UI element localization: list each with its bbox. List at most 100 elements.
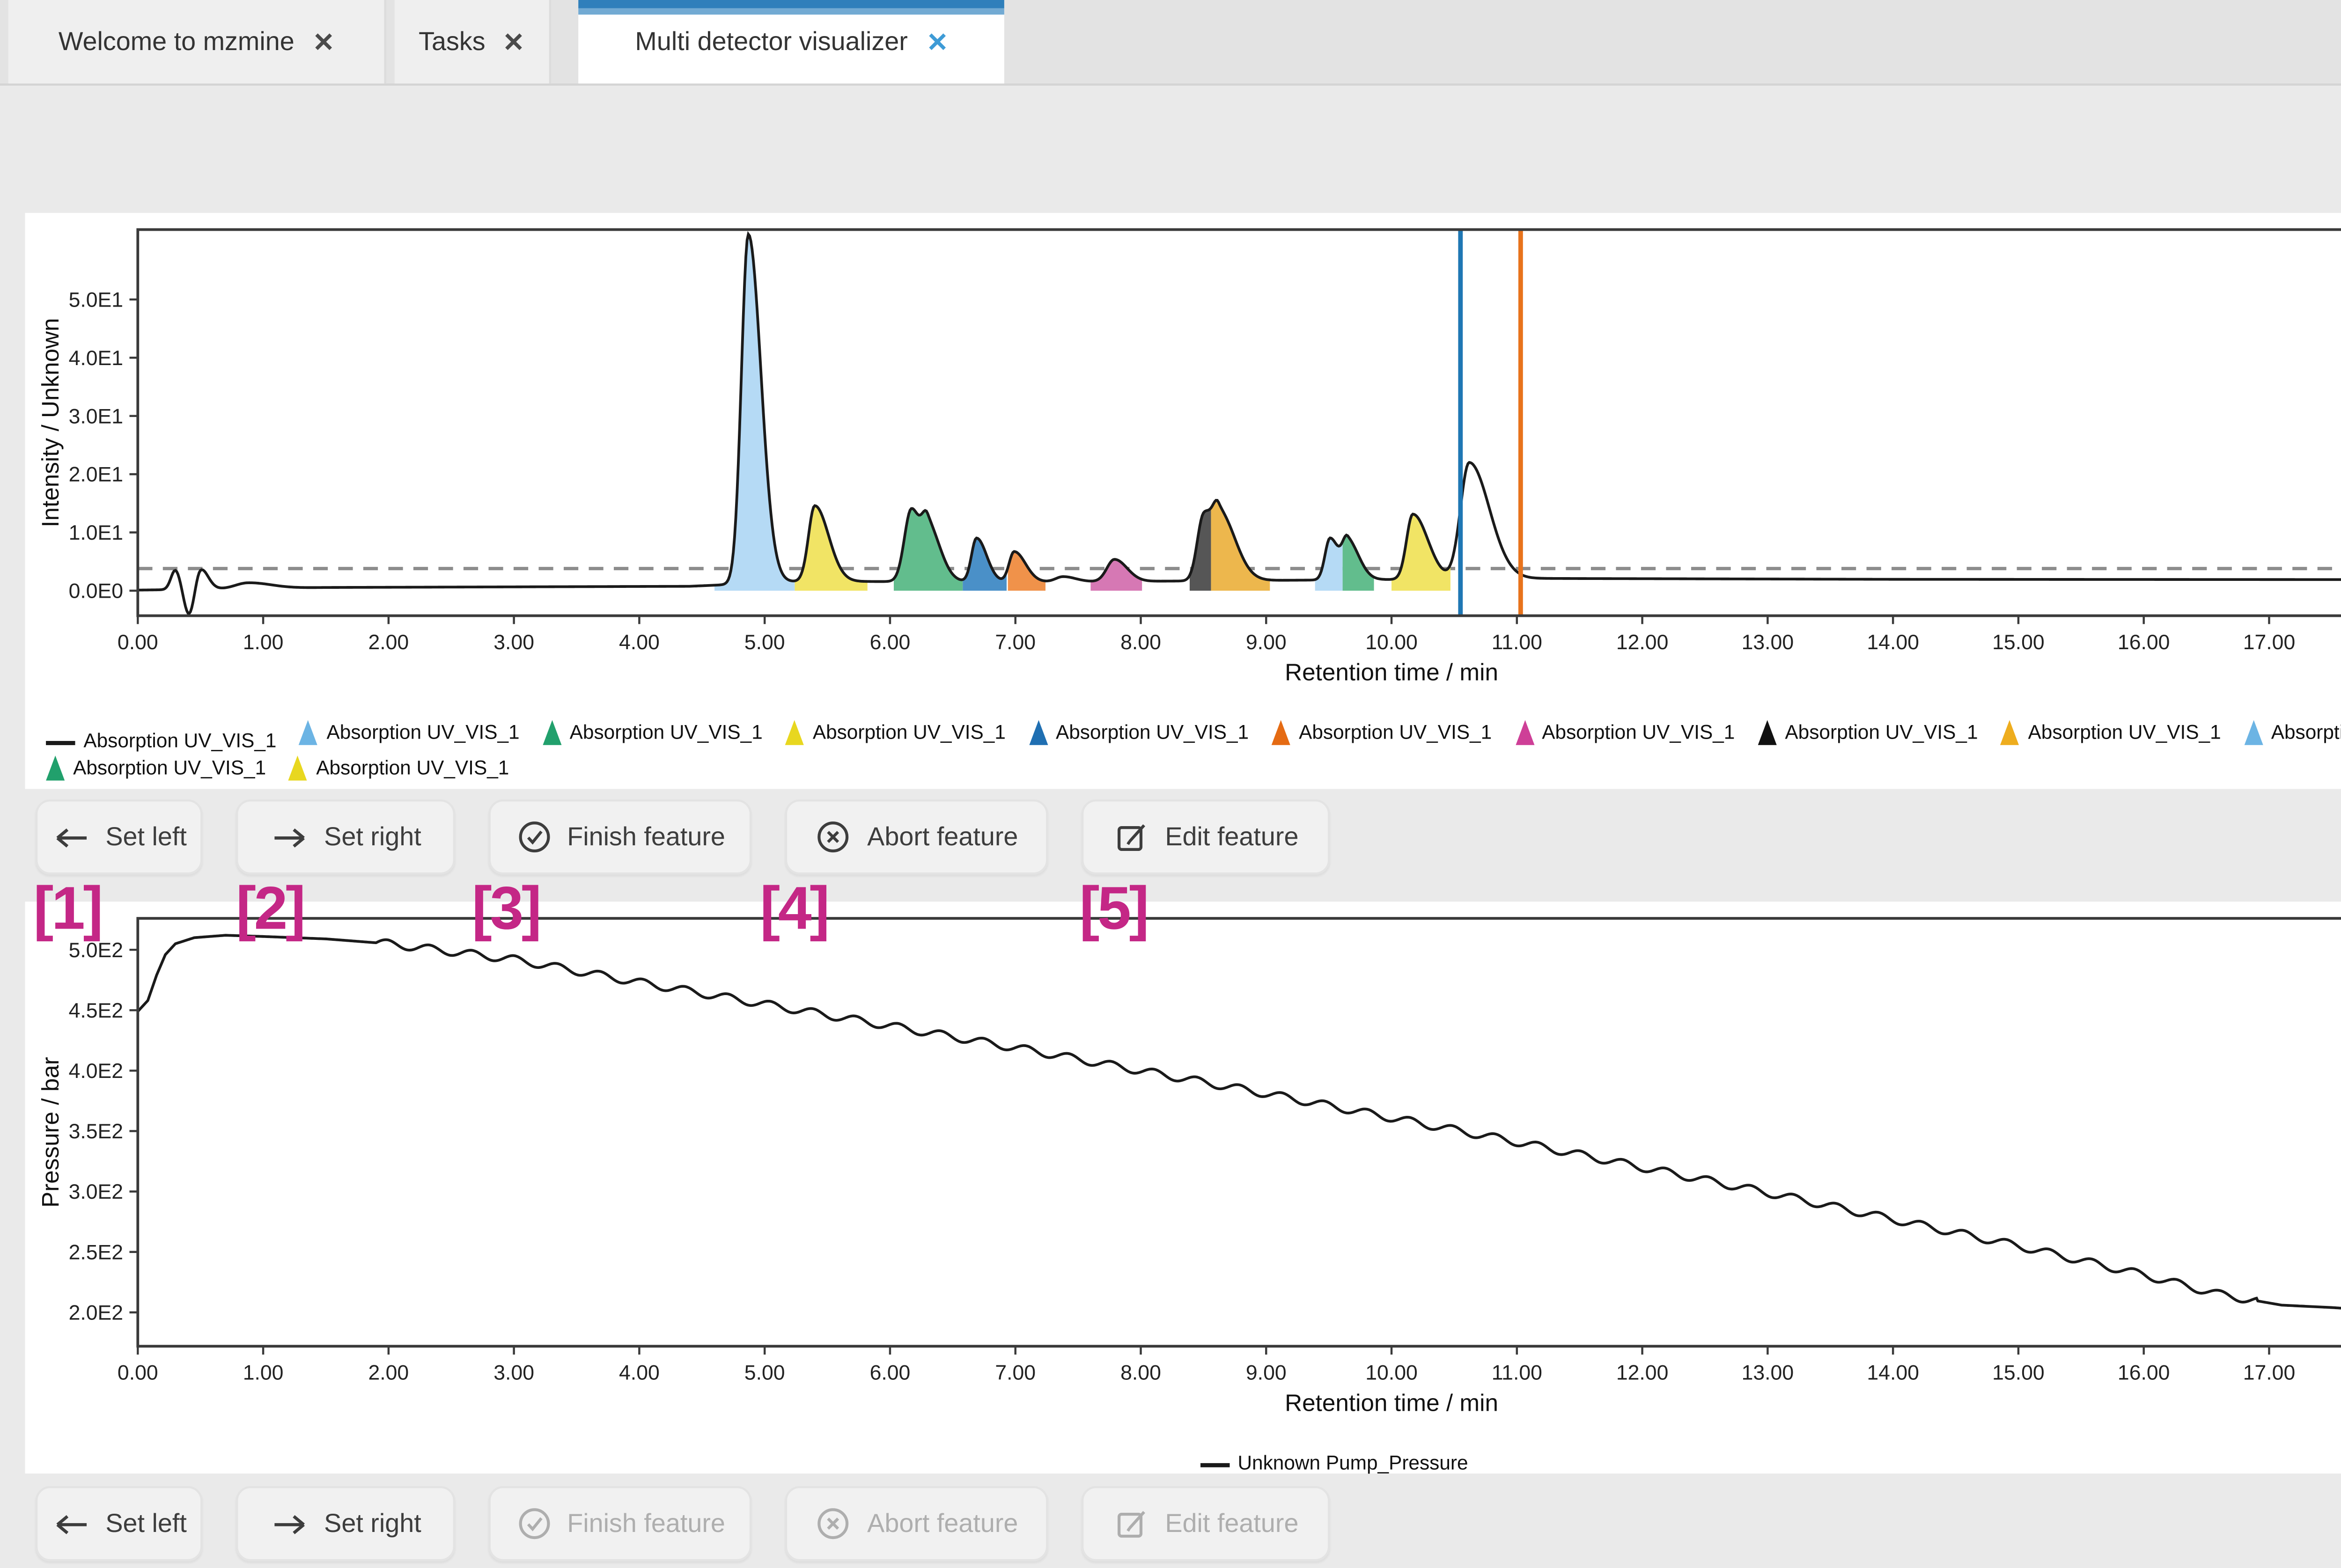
legend-line-marker: [46, 740, 75, 745]
tab-tasks[interactable]: Tasks: [394, 0, 552, 84]
button-label: Set left: [105, 1509, 187, 1539]
svg-text:6.00: 6.00: [870, 631, 911, 654]
svg-text:6.00: 6.00: [870, 1362, 911, 1385]
svg-text:11.00: 11.00: [1492, 631, 1542, 654]
svg-text:5.00: 5.00: [744, 1362, 785, 1385]
svg-text:15.00: 15.00: [1992, 631, 2045, 654]
svg-text:14.00: 14.00: [1867, 631, 1919, 654]
pressure-chart[interactable]: 0.00 1.00 2.00 3.00 4.00 5.00 6.00 7.00 8.00 9.00…: [25, 901, 2341, 1473]
legend-label: Absorption UV_VIS_1: [812, 721, 1006, 744]
legend-item: Absorption UV_VIS_1: [2244, 720, 2341, 745]
legend-peak-marker: [1028, 720, 1048, 745]
svg-text:9.00: 9.00: [1246, 631, 1287, 654]
legend-label: Absorption UV_VIS_1: [569, 721, 763, 744]
button-label: Abort feature: [867, 822, 1018, 852]
tab-label: Welcome to mzmine: [58, 27, 294, 57]
svg-text:3.00: 3.00: [493, 631, 534, 654]
feature-toolbar-top: Set left Set right Finish feature Abort …: [0, 799, 2341, 875]
button-label: Finish feature: [567, 822, 725, 852]
legend-item: Unknown Pump_Pressure: [1200, 1453, 1468, 1476]
legend-item: Absorption UV_VIS_1: [1272, 720, 1492, 745]
legend-peak-marker: [1758, 720, 1777, 745]
svg-text:1.00: 1.00: [243, 1362, 284, 1385]
button-label: Set right: [324, 1509, 421, 1539]
edit-feature-button[interactable]: Edit feature: [1081, 1486, 1330, 1561]
annotation-tag-3: [3]: [471, 876, 542, 944]
svg-text:13.00: 13.00: [1742, 1362, 1794, 1385]
legend-item: Absorption UV_VIS_1: [1028, 720, 1249, 745]
uv-legend-row-1: Absorption UV_VIS_1 Absorption UV_VIS_1 Ab…: [46, 718, 2341, 755]
legend-peak-marker: [2001, 720, 2020, 745]
legend-label: Absorption UV_VIS_1: [73, 756, 266, 780]
set-left-button[interactable]: Set left: [35, 1486, 203, 1561]
set-left-button[interactable]: Set left: [35, 799, 203, 875]
edit-pencil-icon: [1118, 824, 1146, 851]
svg-text:4.0E1: 4.0E1: [69, 347, 124, 370]
abort-feature-button[interactable]: Abort feature: [785, 799, 1048, 875]
pressure-legend: Unknown Pump_Pressure: [25, 1440, 2341, 1478]
abort-feature-button[interactable]: Abort feature: [785, 1486, 1048, 1561]
svg-text:5.0E1: 5.0E1: [69, 288, 124, 311]
legend-item: Absorption UV_VIS_1: [2001, 720, 2221, 745]
legend-item: Absorption UV_VIS_1: [46, 755, 266, 781]
feature-toolbar-bottom: Set left Set right Finish feature Abort …: [0, 1486, 2341, 1561]
arrow-right-icon: [275, 827, 305, 847]
svg-text:7.00: 7.00: [995, 631, 1036, 654]
tab-welcome-to-mzmine[interactable]: Welcome to mzmine: [8, 0, 386, 84]
svg-text:2.00: 2.00: [368, 1362, 409, 1385]
legend-item: Absorption UV_VIS_1: [289, 755, 509, 781]
legend-label: Absorption UV_VIS_1: [326, 721, 520, 744]
svg-text:17.00: 17.00: [2243, 631, 2296, 654]
legend-item: Absorption UV_VIS_1: [785, 720, 1006, 745]
tab-close-icon[interactable]: [504, 31, 525, 52]
svg-text:10.00: 10.00: [1365, 1362, 1418, 1385]
uv-chart-panel: 0.00 1.00 2.00 3.00 4.00 5.00 6.00 7.00 8.00 9.00…: [25, 212, 2341, 791]
svg-text:14.00: 14.00: [1867, 1362, 1919, 1385]
svg-text:16.00: 16.00: [2118, 631, 2170, 654]
svg-text:Retention time / min: Retention time / min: [1285, 1389, 1498, 1416]
svg-text:3.0E1: 3.0E1: [69, 405, 124, 428]
legend-item: Absorption UV_VIS_1: [542, 720, 763, 745]
x-circle-icon: [818, 821, 849, 853]
legend-label: Absorption UV_VIS_1: [1055, 721, 1249, 744]
svg-text:Pressure / bar: Pressure / bar: [37, 1057, 64, 1208]
tab-close-icon[interactable]: [927, 31, 948, 52]
svg-text:16.00: 16.00: [2118, 1362, 2170, 1385]
arrow-left-icon: [55, 827, 86, 847]
svg-text:17.00: 17.00: [2243, 1362, 2296, 1385]
set-right-button[interactable]: Set right: [236, 1486, 456, 1561]
finish-feature-button[interactable]: Finish feature: [488, 799, 752, 875]
uv-chromatogram-chart[interactable]: 0.00 1.00 2.00 3.00 4.00 5.00 6.00 7.00 8.00 9.00…: [25, 213, 2341, 789]
legend-peak-marker: [1515, 720, 1534, 745]
tab-close-icon[interactable]: [313, 31, 334, 52]
svg-text:10.00: 10.00: [1365, 631, 1418, 654]
svg-text:0.00: 0.00: [118, 1362, 158, 1385]
annotation-tag-4: [4]: [760, 876, 830, 944]
legend-peak-marker: [46, 755, 65, 781]
set-right-button[interactable]: Set right: [236, 799, 456, 875]
arrow-right-icon: [275, 1514, 305, 1533]
svg-text:7.00: 7.00: [995, 1362, 1036, 1385]
annotation-tag-1: [1]: [33, 876, 103, 944]
svg-text:1.00: 1.00: [243, 631, 284, 654]
button-label: Edit feature: [1165, 822, 1299, 852]
arrow-left-icon: [55, 1514, 86, 1533]
tab-bar: Welcome to mzmine Tasks Multi detector v…: [0, 0, 2341, 86]
pressure-chart-panel: 0.00 1.00 2.00 3.00 4.00 5.00 6.00 7.00 8.00 9.00…: [25, 901, 2341, 1476]
svg-text:15.00: 15.00: [1992, 1362, 2045, 1385]
svg-text:4.00: 4.00: [619, 631, 660, 654]
svg-text:12.00: 12.00: [1616, 631, 1669, 654]
svg-text:1.0E1: 1.0E1: [69, 521, 124, 544]
svg-text:8.00: 8.00: [1120, 1362, 1161, 1385]
edit-feature-button[interactable]: Edit feature: [1081, 799, 1330, 875]
finish-feature-button[interactable]: Finish feature: [488, 1486, 752, 1561]
svg-text:2.5E2: 2.5E2: [69, 1241, 124, 1264]
tab-multi-detector-visualizer[interactable]: Multi detector visualizer: [578, 0, 1004, 84]
legend-peak-marker: [2244, 720, 2263, 745]
svg-text:11.00: 11.00: [1492, 1362, 1542, 1385]
x-circle-icon: [818, 1508, 849, 1539]
svg-text:12.00: 12.00: [1616, 1362, 1669, 1385]
button-label: Abort feature: [867, 1509, 1018, 1539]
uv-legend-row-2: Absorption UV_VIS_1 Absorption UV_VIS_1: [46, 754, 532, 791]
